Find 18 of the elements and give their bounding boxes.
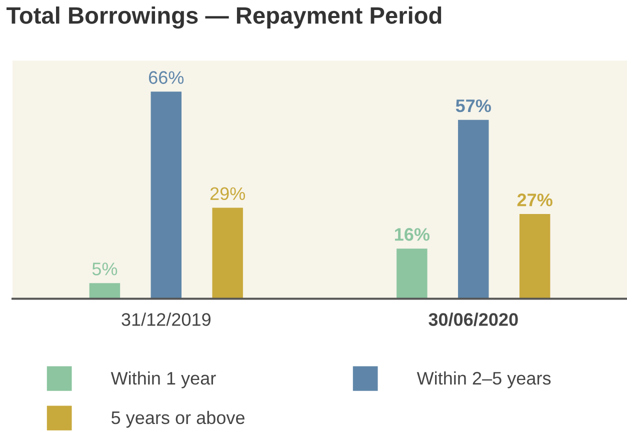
data-label: 16% [395,228,430,241]
bar [212,208,243,299]
legend-label: 5 years or above [112,410,244,428]
data-label: 29% [210,187,246,200]
legend-label: Within 2–5 years [416,371,551,388]
x-tick-label: 31/12/2019 [122,312,210,326]
bar [396,248,428,299]
data-label: 5% [92,262,118,276]
bar [89,283,120,299]
bar [458,120,489,299]
bar [150,92,182,299]
bar [519,214,550,299]
chart-title: Total Borrowings — Repayment Period [6,6,442,29]
data-label: 27% [517,194,552,206]
x-tick-label: 30/06/2020 [428,312,518,326]
legend-label: Within 1 year [110,371,216,388]
data-label: 57% [456,99,491,112]
data-label: 66% [149,71,184,84]
